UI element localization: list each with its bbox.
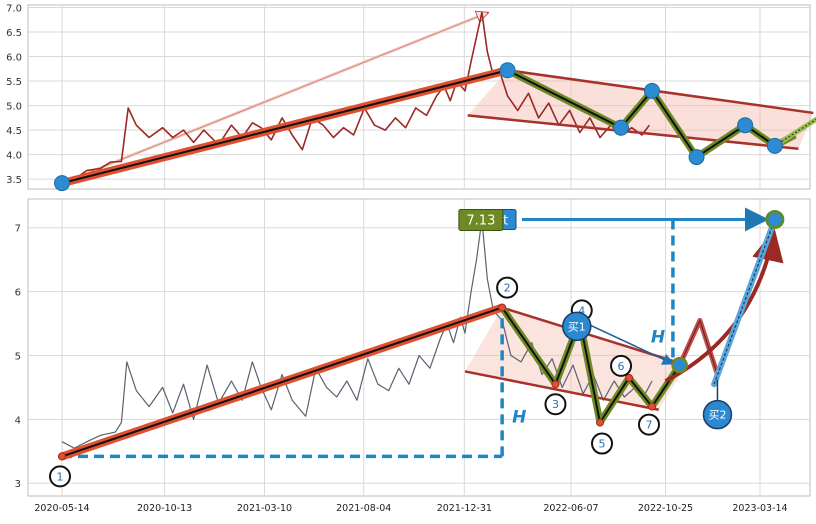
top-y-tick-labels: 3.5 4.0 4.5 5.0 5.5 6.0 6.5 7.0 xyxy=(6,3,22,186)
pivot-point xyxy=(552,381,559,388)
pivot-number-text: 2 xyxy=(504,282,511,295)
bottom-y-tick-label: 4 xyxy=(15,415,21,426)
top-y-tick-label: 3.5 xyxy=(6,175,22,186)
pivot-point xyxy=(648,403,655,410)
x-tick-label: 2023-03-14 xyxy=(732,503,787,514)
x-tick-label: 2020-05-14 xyxy=(34,503,89,514)
bottom-y-tick-label: 3 xyxy=(15,479,21,490)
height-marker-left: H xyxy=(512,408,526,428)
height-marker-right: H xyxy=(651,328,665,348)
pivot-number-label: 3 xyxy=(545,394,565,414)
top-pivot-point xyxy=(738,118,753,133)
top-panel: 3.5 4.0 4.5 5.0 5.5 6.0 6.5 7.0 xyxy=(6,3,816,190)
pivot-point xyxy=(59,453,66,460)
pivot-number-text: 6 xyxy=(618,360,625,373)
x-tick-label: 2022-10-25 xyxy=(638,503,693,514)
bottom-y-tick-label: 7 xyxy=(15,224,21,235)
bottom-y-tick-label: 6 xyxy=(15,288,21,299)
pivot-point xyxy=(499,304,506,311)
bottom-panel-frame xyxy=(28,199,810,496)
top-pivot-point xyxy=(689,150,704,165)
pivot-number-label: 1 xyxy=(50,466,70,486)
pivot-number-text: 5 xyxy=(599,438,606,451)
bottom-y-tick-labels: 3 4 5 6 7 xyxy=(15,224,21,490)
x-tick-label: 2021-08-04 xyxy=(336,503,391,514)
top-pivot-point xyxy=(644,83,659,98)
buy1-target-point xyxy=(673,358,687,372)
pivot-number-label: 5 xyxy=(592,434,612,454)
x-tick-label: 2021-03-10 xyxy=(237,503,292,514)
x-tick-label: 2022-06-07 xyxy=(543,503,598,514)
peak-value-label: 7.13 xyxy=(459,209,503,230)
top-pivot-point xyxy=(500,63,515,78)
bottom-y-tick-label: 5 xyxy=(15,351,21,362)
pivot-number-label: 7 xyxy=(639,415,659,435)
buy1-label: 买1 xyxy=(568,320,586,333)
top-y-tick-label: 7.0 xyxy=(6,3,22,14)
peak-value-text: 7.13 xyxy=(466,213,495,228)
x-tick-label: 2021-12-31 xyxy=(437,503,492,514)
top-pivot-point xyxy=(767,138,782,153)
pivot-number-label: 2 xyxy=(497,278,517,298)
top-pivot-point xyxy=(55,176,70,191)
top-y-tick-label: 4.5 xyxy=(6,126,22,137)
pivot-number-text: 1 xyxy=(57,470,64,483)
top-pivot-point xyxy=(613,120,628,135)
top-y-tick-label: 5.0 xyxy=(6,102,22,113)
target-point xyxy=(767,211,783,227)
pivot-point xyxy=(626,374,633,381)
top-y-tick-label: 4.0 xyxy=(6,151,22,162)
pivot-number-label: 6 xyxy=(611,356,631,376)
x-tick-label: 2020-10-13 xyxy=(137,503,192,514)
buy2-label: 买2 xyxy=(708,409,726,422)
top-y-tick-label: 6.5 xyxy=(6,28,22,39)
pivot-number-text: 3 xyxy=(552,398,559,411)
pivot-point xyxy=(597,419,604,426)
x-tick-labels: 2020-05-14 2020-10-13 2021-03-10 2021-08-04… xyxy=(34,503,787,514)
bottom-panel: 3 4 5 6 7 2020-05-14 2020-10-13 2021-03-10 2021… xyxy=(15,199,810,514)
top-y-tick-label: 6.0 xyxy=(6,53,22,64)
pivot-number-text: 7 xyxy=(645,419,652,432)
top-y-tick-label: 5.5 xyxy=(6,77,22,88)
